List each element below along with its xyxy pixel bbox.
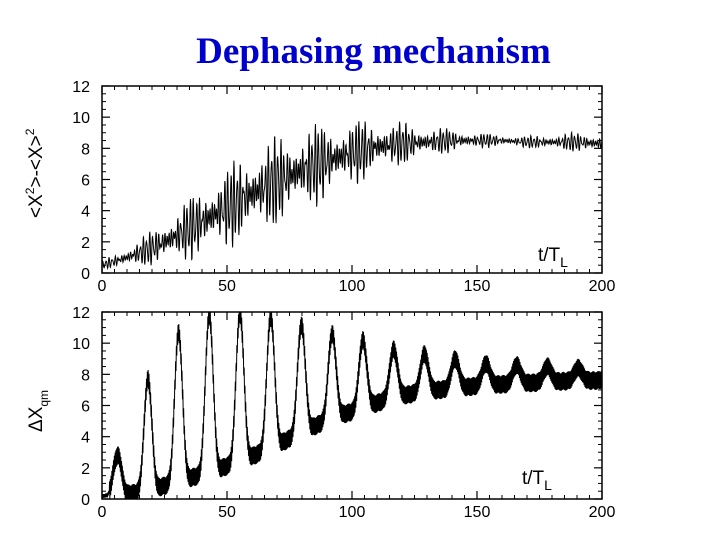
bottom-y-tick-label: 4 (81, 430, 90, 447)
bottom-chart: 0 50 100 150 200 0 2 4 6 8 10 12 t/TL ΔXqm (26, 305, 615, 521)
top-y-label-part-1: <X (26, 194, 47, 218)
top-x-tick-label: 150 (464, 278, 491, 295)
top-y-label-part-2: 2 (23, 187, 37, 194)
bottom-y-tick-label: 2 (81, 461, 90, 478)
bottom-x-axis-label-main: t/T (522, 468, 545, 489)
top-y-tick-label: 6 (81, 173, 90, 190)
top-y-tick-label: 8 (81, 141, 90, 158)
bottom-x-axis-label-sub: L (544, 477, 552, 493)
top-y-tick-label: 0 (81, 266, 90, 283)
top-y-tick-label: 10 (72, 110, 90, 127)
bottom-y-ticks: 0 2 4 6 8 10 12 (72, 305, 602, 509)
bottom-x-tick-label: 150 (464, 504, 491, 521)
bottom-x-axis-label: t/TL (522, 468, 552, 493)
top-y-label-part-3: >-<X> (26, 135, 47, 187)
bottom-x-tick-label: 50 (218, 504, 236, 521)
top-x-tick-label: 100 (339, 278, 366, 295)
bottom-y-label-sub: qm (37, 390, 51, 407)
bottom-x-ticks: 0 50 100 150 200 (98, 312, 616, 521)
top-x-axis-label-sub: L (560, 254, 568, 270)
top-series-line (101, 121, 603, 271)
bottom-y-tick-label: 6 (81, 399, 90, 416)
top-x-axis-label-main: t/T (538, 245, 561, 266)
top-y-tick-label: 4 (81, 204, 90, 221)
top-y-tick-label: 12 (72, 79, 90, 96)
top-y-axis-label: <X2>-<X>2 (23, 128, 47, 218)
bottom-x-tick-label: 100 (339, 504, 366, 521)
bottom-y-tick-label: 0 (81, 492, 90, 509)
top-y-tick-label: 2 (81, 235, 90, 252)
bottom-y-label-main: ΔX (26, 406, 47, 432)
top-y-label-part-4: 2 (23, 128, 37, 135)
bottom-x-tick-label: 0 (98, 504, 107, 521)
top-x-tick-label: 0 (98, 278, 107, 295)
bottom-y-tick-label: 8 (81, 367, 90, 384)
bottom-series-band (101, 311, 603, 500)
bottom-y-axis-label: ΔXqm (26, 390, 51, 432)
top-x-tick-label: 50 (218, 278, 236, 295)
top-x-ticks: 0 50 100 150 200 (98, 86, 616, 295)
page-title: Dephasing mechanism (196, 31, 551, 72)
bottom-y-tick-label: 10 (72, 336, 90, 353)
top-x-axis-label: t/TL (538, 245, 568, 270)
top-x-tick-label: 200 (589, 278, 616, 295)
bottom-y-tick-label: 12 (72, 305, 90, 322)
top-y-ticks: 0 2 4 6 8 10 12 (72, 79, 602, 283)
bottom-x-tick-label: 200 (589, 504, 616, 521)
